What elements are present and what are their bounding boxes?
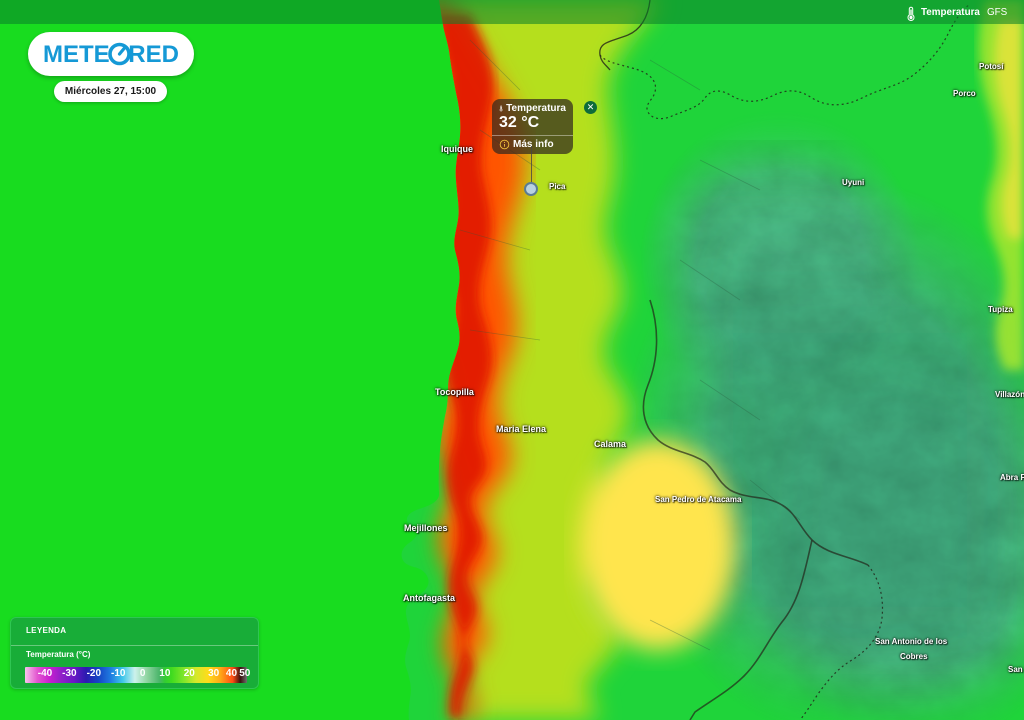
- svg-text:RED: RED: [128, 41, 179, 68]
- svg-text:METE: METE: [43, 41, 110, 68]
